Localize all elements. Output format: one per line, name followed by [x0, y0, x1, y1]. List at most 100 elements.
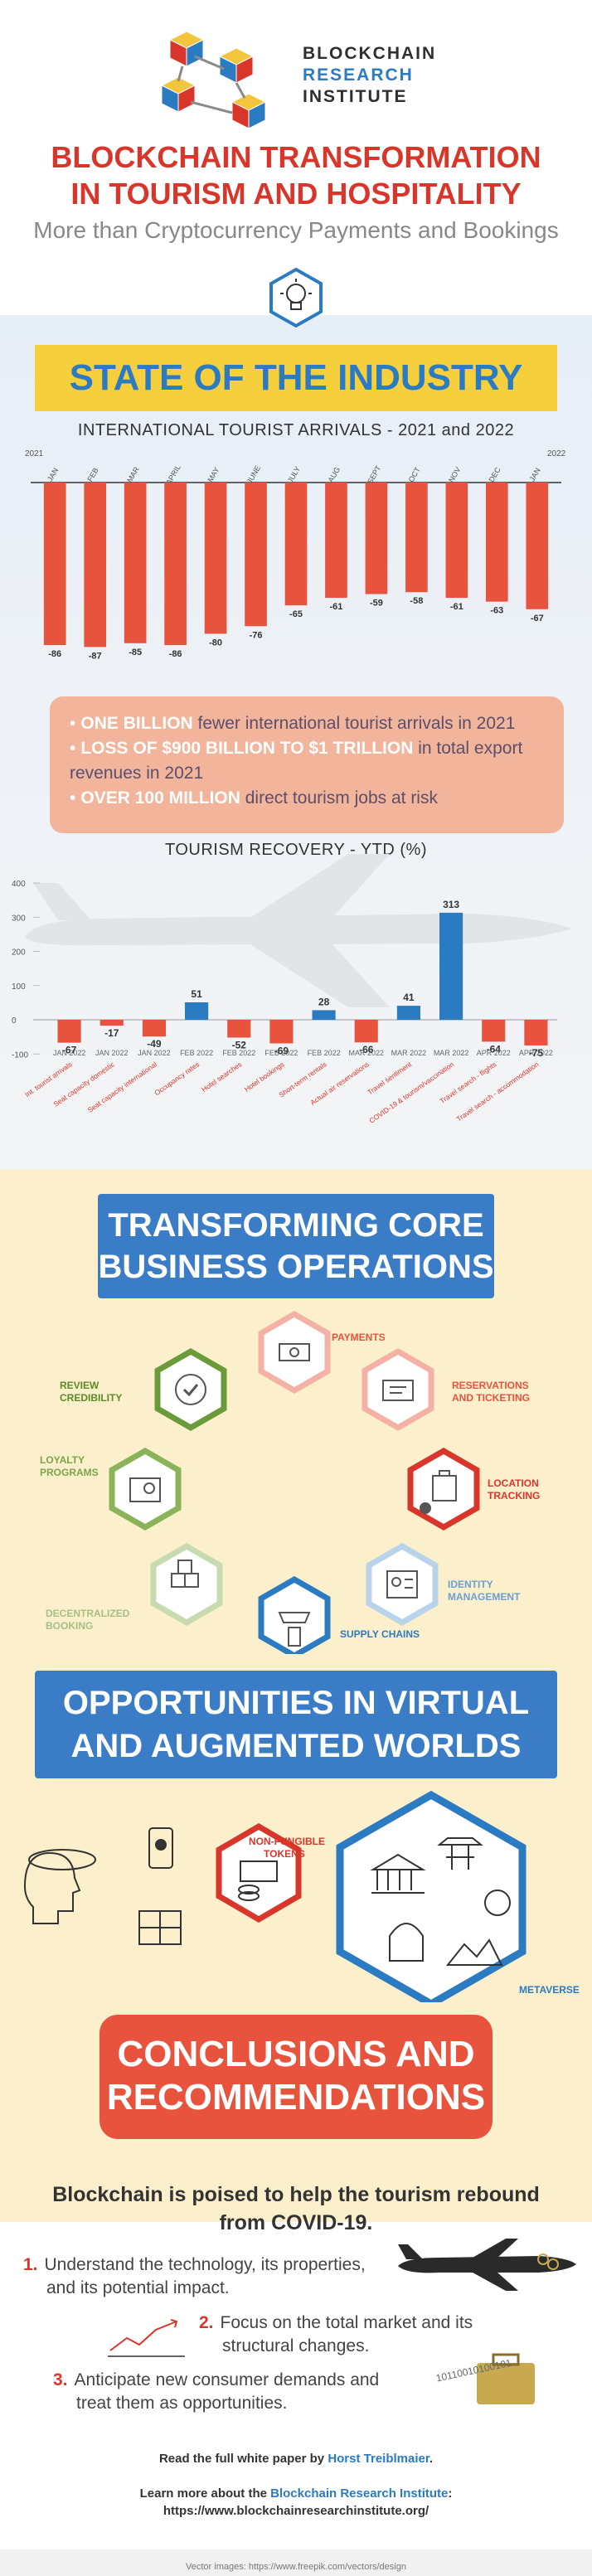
payments-hexagon — [258, 1310, 331, 1395]
recovery-bar — [57, 1020, 81, 1043]
recovery-value-label: -69 — [274, 1045, 289, 1056]
read-paper-line: Read the full white paper by Horst Treib… — [0, 2452, 592, 2466]
arrivals-chart: 2021 2022JAN-86FEB-87MAR-85APRIL-86MAY-80… — [25, 449, 566, 661]
rec-text: Focus on the total market and its — [220, 2313, 473, 2332]
month-tick-label: OCT — [407, 465, 422, 483]
fact-item: • ONE BILLION fewer international tourist… — [70, 711, 544, 736]
month-tick-label: DEC — [488, 465, 502, 483]
recovery-value-label: -49 — [147, 1038, 162, 1050]
recovery-date-label: FEB 2022 — [308, 1049, 341, 1057]
month-tick-label: MAR — [125, 465, 141, 484]
arrivals-bar — [365, 483, 388, 594]
arrivals-bar — [284, 483, 308, 606]
recovery-date-label: MAR 2022 — [348, 1049, 384, 1057]
phone-location-icon — [148, 1827, 173, 1869]
learn-suffix: : — [448, 2486, 453, 2501]
fact-highlight: ONE BILLION — [80, 714, 193, 733]
ship-icon — [278, 1612, 311, 1623]
conclusions-banner: CONCLUSIONS AND RECOMMENDATIONS — [99, 2015, 493, 2139]
recovery-bar — [312, 1010, 336, 1020]
arrivals-value-label: -76 — [250, 630, 263, 640]
rec-number: 1. — [23, 2255, 38, 2274]
arrivals-bar — [485, 483, 508, 602]
fact-item: • LOSS OF $900 BILLION TO $1 TRILLION in … — [70, 736, 544, 786]
logo-line-1: BLOCKCHAIN — [303, 44, 437, 63]
review-hexagon — [154, 1347, 227, 1432]
arrivals-value-label: -86 — [48, 649, 61, 659]
arrivals-bar — [245, 483, 267, 627]
arrivals-bar — [204, 483, 227, 634]
checkmark-badge-icon — [175, 1374, 206, 1405]
loyalty-card-icon — [129, 1477, 161, 1502]
arrivals-value-label: -86 — [169, 649, 182, 659]
arrivals-value-label: -59 — [370, 599, 383, 609]
recovery-date-label: MAR 2022 — [434, 1049, 469, 1057]
location-label-2: TRACKING — [488, 1490, 540, 1501]
footer-band — [0, 2549, 592, 2576]
operations-banner: TRANSFORMING CORE BUSINESS OPERATIONS — [98, 1194, 494, 1298]
loyalty-label-2: PROGRAMS — [40, 1467, 99, 1478]
loyalty-label-1: LOYALTY — [40, 1454, 85, 1466]
arrivals-value-label: -80 — [209, 638, 222, 648]
fact-text: fewer international tourist arrivals in … — [192, 714, 516, 733]
page-title: BLOCKCHAIN TRANSFORMATION IN TOURISM AND… — [0, 139, 592, 212]
coins-icon — [238, 1860, 278, 1901]
identity-label-2: MANAGEMENT — [448, 1591, 521, 1603]
recovery-category-label: Travel search - accommodation — [455, 1060, 541, 1123]
y-tick-label: 100 — [12, 982, 26, 992]
read-suffix: . — [429, 2452, 434, 2466]
rec-number: 2. — [199, 2313, 214, 2332]
month-tick-label: FEB — [85, 466, 99, 483]
temple-icon — [389, 1923, 424, 1962]
supply-label: SUPPLY CHAINS — [340, 1628, 420, 1640]
conclusions-banner-line-1: CONCLUSIONS AND — [117, 2034, 475, 2074]
recovery-value-label: -66 — [359, 1044, 374, 1055]
museum-icon — [370, 1853, 426, 1894]
recovery-date-label: JAN 2022 — [95, 1049, 129, 1057]
bri-url[interactable]: https://www.blockchainresearchinstitute.… — [163, 2504, 429, 2518]
y-tick-label: 300 — [12, 914, 26, 923]
recovery-bar — [482, 1020, 506, 1042]
month-tick-label: NOV — [447, 466, 462, 484]
conclusions-banner-line-2: RECOMMENDATIONS — [106, 2077, 486, 2118]
rec-text: Understand the technology, its propertie… — [44, 2255, 366, 2274]
recovery-value-label: 313 — [443, 899, 459, 910]
bri-link[interactable]: Blockchain Research Institute — [270, 2486, 449, 2501]
fact-highlight: LOSS OF $900 BILLION TO $1 TRILLION — [80, 739, 414, 758]
recovery-category-label: Occupancy rates — [153, 1060, 201, 1097]
title-line-1: BLOCKCHAIN TRANSFORMATION — [51, 140, 541, 174]
bri-logo-cubes-icon — [160, 31, 267, 129]
arrivals-value-label: -58 — [410, 596, 423, 606]
recovery-bar — [439, 912, 463, 1020]
decentral-label-2: BOOKING — [46, 1620, 93, 1632]
author-link[interactable]: Horst Treiblmaier — [328, 2452, 429, 2466]
virtual-banner-line-2: AND AUGMENTED WORLDS — [70, 1728, 522, 1764]
recovery-value-label: -64 — [487, 1043, 502, 1055]
review-label-2: CREDIBILITY — [60, 1392, 122, 1404]
location-pin-icon — [420, 1502, 431, 1514]
growth-chart-icon — [108, 2319, 185, 2357]
bullet-icon: • — [70, 714, 76, 733]
arrivals-bar — [164, 483, 187, 646]
recovery-bar — [185, 1002, 209, 1020]
recovery-date-label: APR 2022 — [477, 1049, 511, 1057]
recovery-value-label: -67 — [62, 1045, 77, 1056]
arrivals-value-label: -65 — [289, 609, 303, 619]
recovery-value-label: 28 — [318, 996, 330, 1007]
recommendation-1: 1. Understand the technology, its propert… — [23, 2253, 366, 2300]
fact-text: direct tourism jobs at risk — [240, 788, 438, 808]
logo-line-2: RESEARCH — [303, 65, 414, 85]
y-tick-label: 0 — [12, 1016, 17, 1026]
arrivals-bar — [445, 483, 468, 599]
month-tick-label: JULY — [286, 465, 302, 484]
read-prefix: Read the full white paper by — [158, 2452, 328, 2466]
recovery-date-label: APR 2022 — [519, 1049, 553, 1057]
virtual-worlds-illustration: NON-FUNGIBLE TOKENS METAVERSE — [23, 1790, 580, 2002]
image-credit: Vector images: https://www.freepik.com/v… — [186, 2562, 406, 2572]
learn-more-block: Learn more about the Blockchain Research… — [0, 2485, 592, 2520]
reservations-label-2: AND TICKETING — [452, 1392, 530, 1404]
arrivals-value-label: -67 — [531, 614, 544, 623]
recovery-bar — [396, 1006, 420, 1020]
rec-text: Anticipate new consumer demands and — [74, 2370, 380, 2389]
